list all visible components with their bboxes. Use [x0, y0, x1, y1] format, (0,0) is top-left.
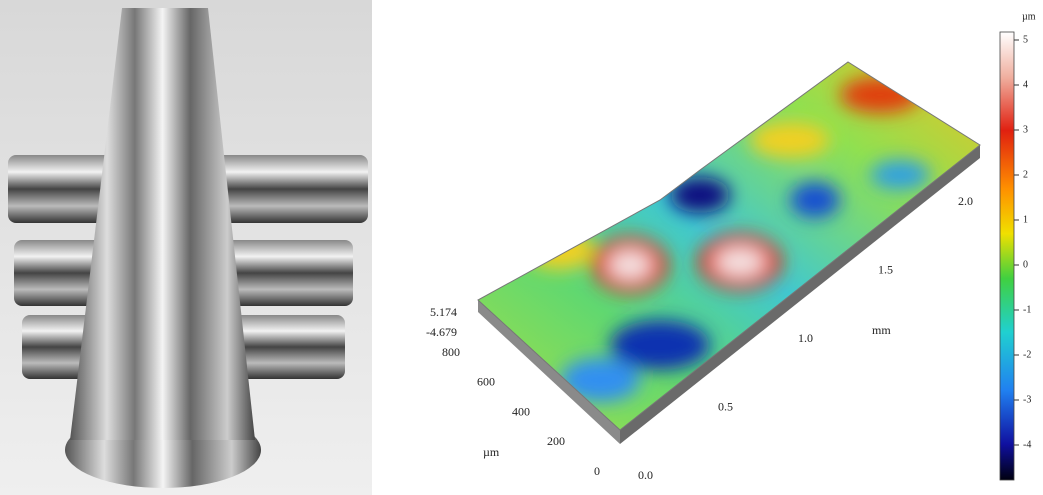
- x-tick-label: 0.0: [638, 468, 653, 482]
- colorbar-tick-label: 4: [1023, 79, 1028, 90]
- colorbar-unit: µm: [1022, 11, 1036, 22]
- colorbar-tick-label: -4: [1023, 439, 1031, 450]
- x-tick-label: 0.5: [718, 399, 733, 413]
- y-tick-label: 400: [512, 404, 530, 418]
- x-tick-label: 2.0: [958, 194, 973, 208]
- colorbar: [1000, 32, 1014, 480]
- colorbar-tick-label: -3: [1023, 394, 1031, 405]
- x-tick-label: 1.5: [878, 262, 893, 276]
- colorbar-tick-label: 0: [1023, 259, 1028, 270]
- colorbar-tick-label: 2: [1023, 169, 1028, 180]
- photo: [0, 0, 372, 495]
- tube: [210, 155, 368, 223]
- colorbar-tick-label: 5: [1023, 34, 1028, 45]
- y-axis-label: µm: [483, 445, 500, 459]
- x-tick-label: 1.0: [798, 331, 813, 345]
- colorbar-tick-label: -1: [1023, 304, 1031, 315]
- colorbar-tick-label: 3: [1023, 124, 1028, 135]
- z-max: 5.174: [430, 305, 457, 319]
- colorbar-tick-label: -2: [1023, 349, 1031, 360]
- surface: [470, 55, 990, 445]
- y-tick-label: 600: [477, 375, 495, 389]
- x-axis-label: mm: [872, 323, 891, 337]
- z-min: -4.679: [426, 325, 457, 339]
- figure: µm 5.174 -4.679 mm µm 5 4 3 2 1 0 -1 -2 -3 -4 0.0 0…: [0, 0, 1043, 495]
- y-tick-label: 800: [442, 345, 460, 359]
- y-tick-label: 200: [547, 434, 565, 448]
- y-tick-label: 0: [594, 464, 600, 478]
- surface-plot: [470, 32, 1014, 480]
- colorbar-tick-label: 1: [1023, 214, 1028, 225]
